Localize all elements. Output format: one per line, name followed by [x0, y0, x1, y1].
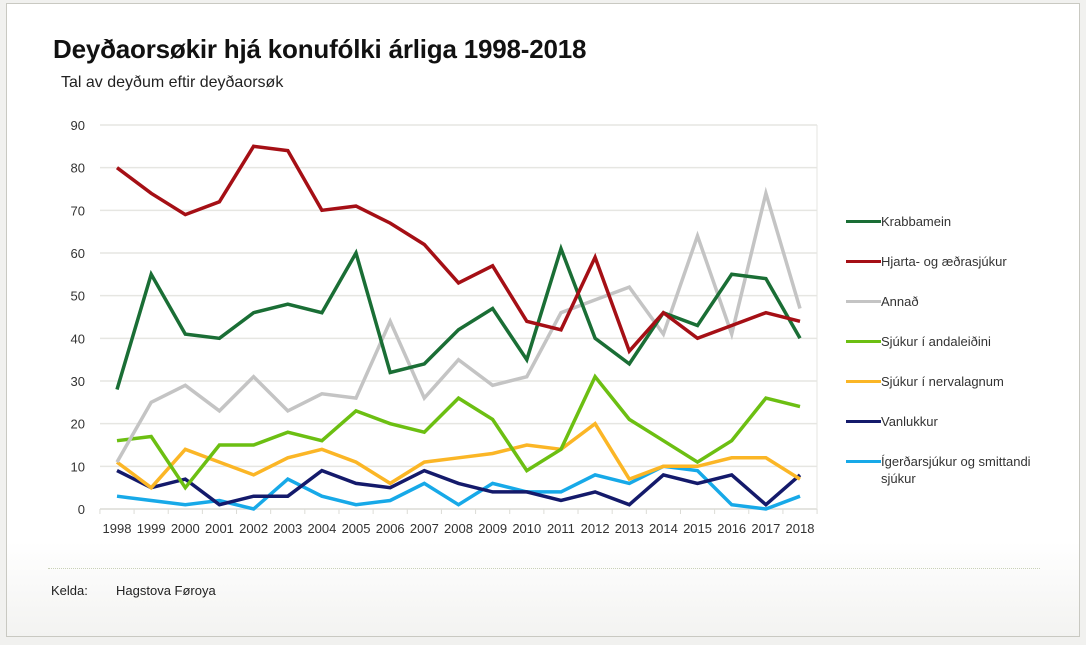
x-tick-label: 2003 — [273, 521, 302, 536]
legend-item: Vanlukkur — [846, 413, 1061, 430]
source-label: Kelda: — [51, 583, 88, 598]
y-tick-label: 50 — [71, 289, 85, 304]
legend-label: Krabbamein — [881, 214, 952, 229]
y-tick-label: 60 — [71, 246, 85, 261]
y-tick-label: 30 — [71, 374, 85, 389]
legend-label: Sjúkur í andaleiðini — [881, 334, 991, 349]
grid-lines — [100, 124, 818, 510]
legend-label: Ígerðarsjúkur og smittandi sjúkur — [881, 454, 1031, 486]
x-tick-label: 1999 — [137, 521, 166, 536]
series-line-krabbamein — [115, 243, 802, 390]
source-value: Hagstova Føroya — [116, 583, 216, 598]
x-tick-label: 1998 — [103, 521, 132, 536]
x-tick-label: 2004 — [307, 521, 336, 536]
x-tick-label: 2011 — [547, 521, 575, 536]
series-line-anna- — [115, 186, 802, 463]
x-tick-label: 2015 — [683, 521, 712, 536]
legend-item: Sjúkur í andaleiðini — [846, 333, 1061, 350]
x-tick-label: 2012 — [581, 521, 610, 536]
y-tick-label: 20 — [71, 417, 85, 432]
x-tick-label: 2013 — [615, 521, 644, 536]
series-line-sj-kur-nervalagnum — [115, 421, 801, 491]
chart-title: Deyðaorsøkir hjá konufólki árliga 1998-2… — [53, 34, 587, 64]
x-tick-label: 2007 — [410, 521, 439, 536]
legend-label: Annað — [881, 294, 919, 309]
y-axis-labels: 0 10 20 30 40 50 60 70 80 90 — [71, 118, 85, 517]
legend-item: Sjúkur í nervalagnum — [846, 373, 1061, 390]
y-tick-label: 90 — [71, 118, 85, 133]
y-tick-label: 80 — [71, 161, 85, 176]
legend-label: Hjarta- og æðrasjúkur — [881, 254, 1007, 269]
legend-label: Sjúkur í nervalagnum — [881, 374, 1004, 389]
x-tick-label: 2005 — [342, 521, 371, 536]
legend-item: Annað — [846, 293, 1061, 310]
legend-swatch — [846, 380, 881, 383]
series-lines — [115, 144, 802, 511]
legend-swatch — [846, 300, 881, 303]
y-tick-label: 10 — [71, 459, 85, 474]
series-line-sj-kur-andalei-ini — [116, 373, 801, 491]
legend-label: Vanlukkur — [881, 414, 938, 429]
chart-subtitle: Tal av deyðum eftir deyðaorsøk — [61, 74, 284, 91]
x-axis-labels: 1998 1999 2000 2001 2002 2003 2004 2005 2006 2007… — [103, 521, 815, 536]
y-tick-label: 70 — [71, 203, 85, 218]
x-tick-label: 2018 — [786, 521, 815, 536]
series-line-hjarta-og-rasj-kur — [115, 144, 801, 355]
series-line-vanlukkur — [116, 468, 802, 508]
x-ticks — [99, 509, 818, 514]
x-tick-label: 2009 — [478, 521, 507, 536]
x-tick-label: 2014 — [649, 521, 678, 536]
legend-item: Ígerðarsjúkur og smittandi sjúkur — [846, 453, 1061, 487]
legend-swatch — [846, 460, 881, 463]
legend-swatch — [846, 260, 881, 263]
footer-divider — [48, 568, 1040, 569]
x-tick-label: 2008 — [444, 521, 473, 536]
legend-swatch — [846, 340, 881, 343]
legend-item: Hjarta- og æðrasjúkur — [846, 253, 1061, 270]
legend-item: Krabbamein — [846, 213, 1061, 230]
y-tick-label: 40 — [71, 331, 85, 346]
x-tick-label: 2002 — [239, 521, 268, 536]
x-tick-label: 2010 — [512, 521, 541, 536]
legend-swatch — [846, 420, 881, 423]
x-tick-label: 2001 — [205, 521, 234, 536]
x-tick-label: 2016 — [717, 521, 746, 536]
x-tick-label: 2000 — [171, 521, 200, 536]
legend-swatch — [846, 220, 881, 223]
x-tick-label: 2006 — [376, 521, 405, 536]
x-tick-label: 2017 — [751, 521, 780, 536]
chart-frame — [6, 3, 1080, 637]
y-tick-label: 0 — [78, 502, 85, 517]
